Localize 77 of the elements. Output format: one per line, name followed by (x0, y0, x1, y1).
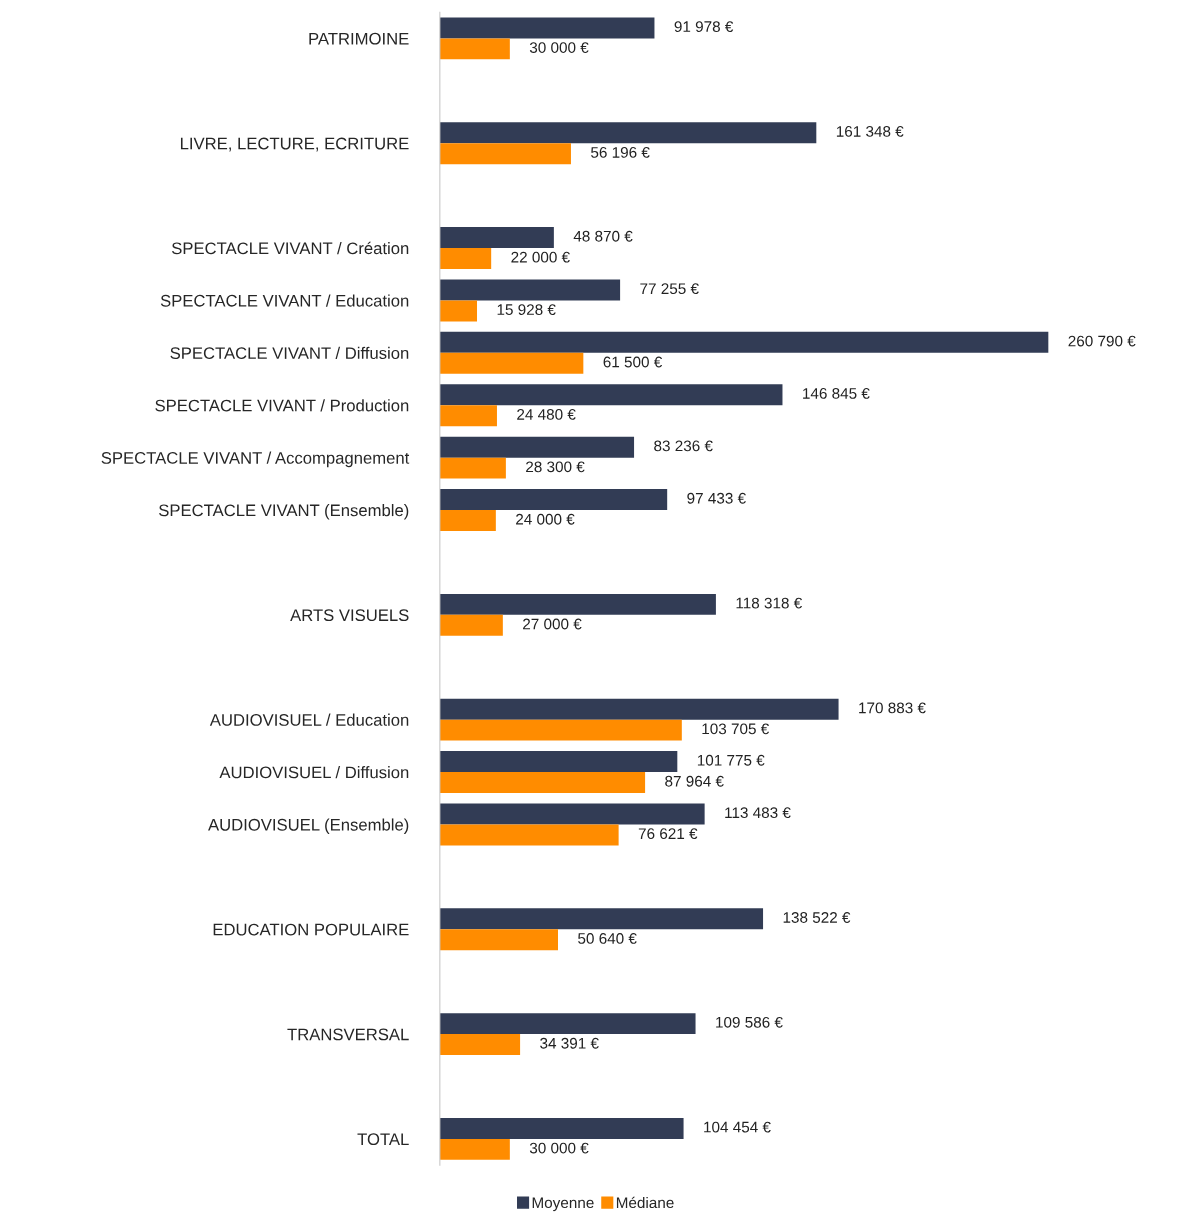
data-label: 48 870 € (573, 230, 633, 242)
bar (439, 1034, 521, 1056)
data-label: 61 500 € (603, 356, 663, 368)
data-label: 103 705 € (702, 723, 770, 735)
bar (439, 143, 571, 165)
y-tick-label: SPECTACLE VIVANT / Education (160, 294, 409, 307)
bar (439, 929, 558, 951)
y-tick-label: SPECTACLE VIVANT (Ensemble) (159, 504, 409, 520)
data-label: 15 928 € (497, 304, 556, 316)
bar (439, 384, 783, 406)
bar (439, 279, 621, 301)
bar (439, 772, 646, 794)
bar (439, 331, 1049, 353)
data-label: 24 000 € (516, 513, 575, 525)
bar (439, 300, 478, 322)
bar (439, 352, 584, 374)
data-label: 34 391 € (540, 1037, 599, 1049)
y-tick-label: TOTAL (357, 1133, 409, 1146)
bar (439, 751, 678, 773)
y-tick-label: SPECTACLE VIVANT / Accompagnement (101, 451, 410, 468)
data-label: 24 480 € (517, 409, 576, 420)
y-tick-label: AUDIOVISUEL / Diffusion (219, 766, 409, 779)
data-label: 27 000 € (523, 618, 582, 630)
bar (439, 489, 668, 511)
data-label: 87 964 € (665, 775, 724, 787)
data-label: 104 454 € (704, 1121, 771, 1133)
bar (439, 824, 619, 846)
bar (439, 227, 554, 249)
data-label: 77 255 € (640, 283, 699, 295)
bar (439, 457, 506, 479)
bar (439, 1013, 696, 1035)
data-label: 101 775 € (697, 754, 765, 766)
bar (439, 405, 497, 427)
bar (439, 510, 496, 531)
y-tick-label: EDUCATION POPULAIRE (213, 923, 409, 936)
y-tick-label: SPECTACLE VIVANT / Création (171, 241, 409, 255)
bar (439, 614, 503, 636)
bar (439, 17, 655, 39)
legend-label: Moyenne (532, 1197, 594, 1212)
y-tick-label: LIVRE, LECTURE, ECRITURE (180, 137, 409, 152)
y-tick-label: SPECTACLE VIVANT / Production (155, 399, 409, 412)
y-tick-label: TRANSVERSAL (287, 1028, 409, 1041)
y-tick-label: PATRIMOINE (309, 32, 409, 45)
data-label: 113 483 € (725, 807, 791, 819)
data-label: 138 522 € (783, 912, 851, 923)
data-label: 170 883 € (859, 702, 926, 714)
bar (439, 593, 716, 615)
data-label: 76 621 € (638, 828, 698, 840)
bar (439, 122, 817, 144)
y-tick-label: SPECTACLE VIVANT / Diffusion (170, 346, 409, 360)
data-label: 28 300 € (526, 461, 585, 473)
y-tick-label: AUDIOVISUEL / Education (209, 713, 409, 726)
data-label: 30 000 € (529, 42, 589, 53)
y-tick-label: AUDIOVISUEL (Ensemble) (208, 818, 409, 834)
bar (439, 803, 705, 825)
data-label: 83 236 € (654, 440, 713, 452)
data-label: 161 348 € (836, 126, 904, 137)
bar (439, 1117, 684, 1139)
bar (439, 248, 492, 269)
bar (439, 38, 510, 60)
data-label: 260 790 € (1068, 335, 1136, 347)
data-label: 118 318 € (736, 597, 802, 609)
data-label: 22 000 € (511, 251, 570, 263)
bar (439, 719, 682, 741)
data-label: 50 640 € (578, 933, 637, 944)
data-label: 109 586 € (716, 1016, 783, 1028)
y-tick-label: ARTS VISUELS (290, 609, 409, 622)
bar (439, 908, 764, 930)
bar (439, 436, 635, 458)
data-label: 91 978 € (674, 21, 734, 33)
data-label: 97 433 € (687, 492, 746, 504)
bar (439, 698, 839, 720)
bar (439, 1138, 510, 1160)
data-label: 30 000 € (529, 1142, 589, 1154)
data-label: 56 196 € (591, 146, 650, 158)
data-label: 146 845 € (803, 388, 870, 399)
legend-label: Médiane (616, 1196, 674, 1209)
